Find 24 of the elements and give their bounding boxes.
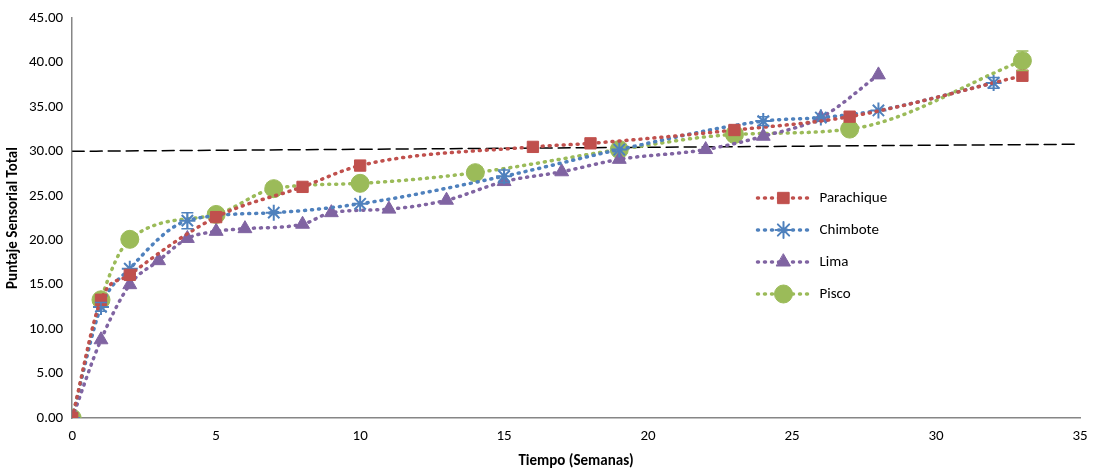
x-tick-label: 0 xyxy=(68,425,77,444)
x-tick-label: 30 xyxy=(928,425,945,444)
legend-label: Chimbote xyxy=(819,219,879,238)
y-tick-label: 5.00 xyxy=(36,363,64,382)
y-tick-label: 45.00 xyxy=(28,7,64,26)
y-tick-label: 40.00 xyxy=(28,52,64,71)
x-tick-label: 10 xyxy=(352,425,369,444)
legend-label: Parachique xyxy=(819,187,888,206)
x-tick-label: 5 xyxy=(212,425,220,444)
legend-label: Pisco xyxy=(819,283,851,302)
y-tick-label: 20.00 xyxy=(28,229,64,248)
y-axis-title: Puntaje Sensorial Total xyxy=(2,147,21,289)
y-tick-label: 25.00 xyxy=(28,185,64,204)
y-tick-label: 10.00 xyxy=(28,318,64,337)
y-tick-label: 35.00 xyxy=(28,96,64,115)
x-tick-label: 15 xyxy=(496,425,512,444)
y-tick-label: 30.00 xyxy=(28,141,64,160)
x-tick-label: 35 xyxy=(1072,425,1088,444)
x-axis-title: Tiempo (Semanas) xyxy=(518,450,634,469)
y-tick-label: 0.00 xyxy=(36,407,64,426)
y-tick-label: 15.00 xyxy=(28,274,64,293)
x-tick-label: 25 xyxy=(784,425,800,444)
x-tick-label: 20 xyxy=(640,425,657,444)
legend-label: Lima xyxy=(819,251,849,270)
